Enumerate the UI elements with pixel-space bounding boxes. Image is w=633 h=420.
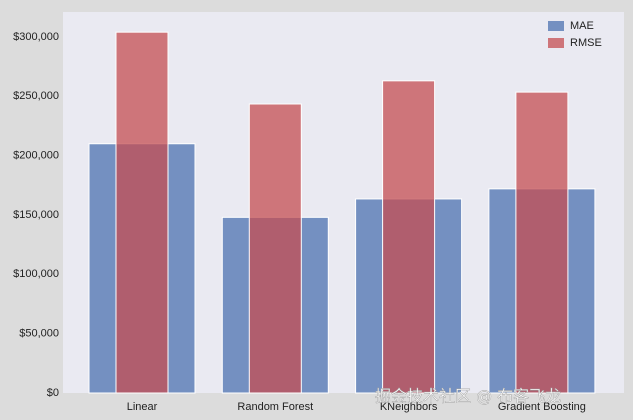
x-tick-label: Random Forest — [237, 401, 313, 413]
plot: $0 $50,000 $100,000 $150,000 $200,000 $250,00… — [13, 20, 602, 413]
bar — [248, 103, 302, 394]
legend-swatch — [548, 38, 564, 48]
y-tick-label: $50,000 — [19, 328, 59, 340]
x-tick-label: Linear — [127, 401, 158, 413]
y-tick-label: $200,000 — [13, 150, 59, 162]
legend-label: RMSE — [570, 37, 602, 49]
bar — [382, 80, 436, 394]
x-tick-label: Gradient Boosting — [498, 401, 586, 413]
legend-swatch — [548, 21, 564, 31]
x-tick-label: KNeighbors — [380, 401, 438, 413]
y-tick-label: $250,000 — [13, 90, 59, 102]
watermark: 掘金技术社区 @ 布客飞龙 — [375, 387, 561, 406]
legend-label: MAE — [570, 20, 594, 32]
y-tick-label: $100,000 — [13, 268, 59, 280]
y-tick-label: $150,000 — [13, 209, 59, 221]
y-tick-label: $300,000 — [13, 31, 59, 43]
bar — [115, 31, 169, 394]
y-tick-label: $0 — [47, 387, 59, 399]
bar — [515, 91, 569, 394]
